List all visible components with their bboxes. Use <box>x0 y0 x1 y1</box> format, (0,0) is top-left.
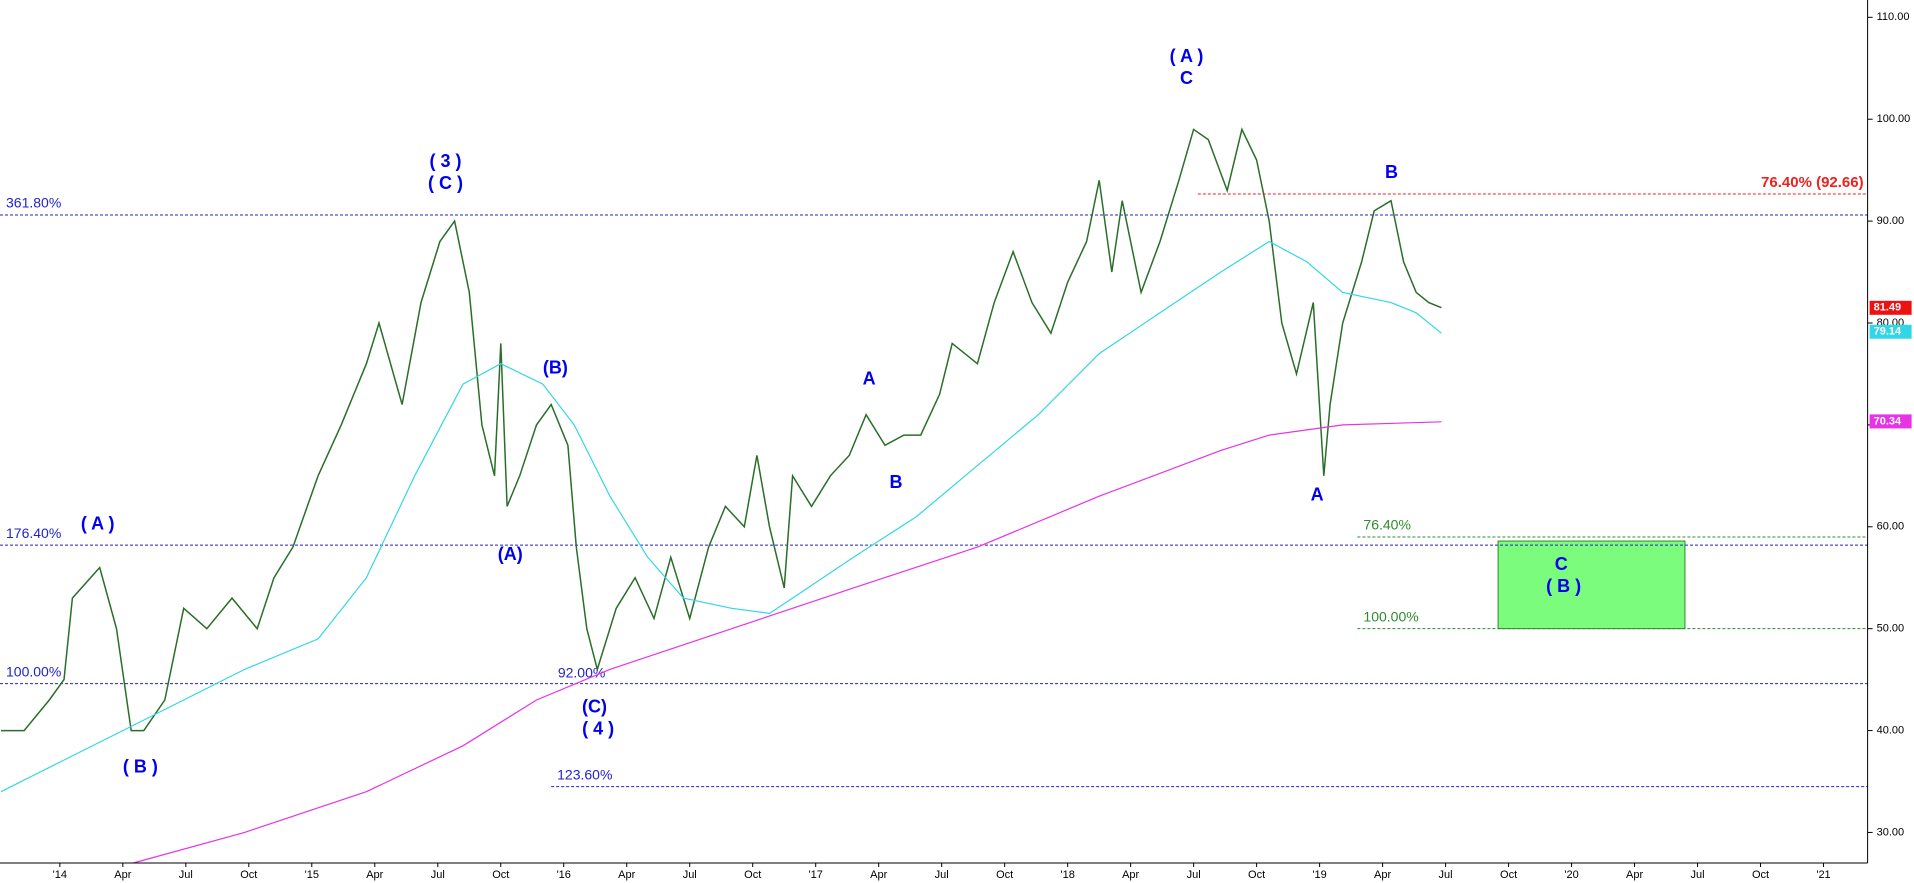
price-tag-label: 79.14 <box>1874 326 1902 338</box>
x-tick-label: Jul <box>179 869 193 881</box>
x-tick-label: Apr <box>1122 869 1139 881</box>
x-tick-label: Oct <box>492 869 509 881</box>
x-tick-label: '19 <box>1312 869 1326 881</box>
x-tick-label: '14 <box>53 869 67 881</box>
y-tick-label: 90.00 <box>1877 215 1905 227</box>
x-tick-label: Oct <box>1248 869 1265 881</box>
price-tag-label: 81.49 <box>1874 302 1902 314</box>
x-tick-label: Apr <box>114 869 131 881</box>
wave-label: (A) <box>498 544 523 564</box>
y-tick-label: 110.00 <box>1877 11 1910 23</box>
wave-label: ( B ) <box>123 757 158 777</box>
x-tick-label: Jul <box>1439 869 1453 881</box>
x-tick-label: Jul <box>1187 869 1201 881</box>
y-tick-label: 40.00 <box>1877 724 1905 736</box>
x-tick-label: Apr <box>870 869 887 881</box>
x-tick-label: Oct <box>240 869 257 881</box>
wave-label: C <box>1180 68 1193 88</box>
y-tick-label: 30.00 <box>1877 826 1905 838</box>
wave-label: ( 4 ) <box>582 719 614 739</box>
wave-label: ( A ) <box>81 514 115 534</box>
x-tick-label: Oct <box>996 869 1013 881</box>
wave-label: (B) <box>543 357 568 377</box>
fib-label: 100.00% <box>6 663 61 679</box>
price-tag <box>1869 300 1912 315</box>
x-tick-label: Oct <box>1752 869 1769 881</box>
wave-label: A <box>1311 484 1324 504</box>
wave-label: ( B ) <box>1546 576 1581 596</box>
x-tick-label: Jul <box>935 869 949 881</box>
x-tick-label: Apr <box>1626 869 1643 881</box>
target-zone <box>1497 540 1686 630</box>
fib-label: 176.40% <box>6 525 61 541</box>
wave-label: (C) <box>582 697 607 717</box>
y-tick-label: 100.00 <box>1877 113 1911 125</box>
wave-label: C <box>1555 554 1568 574</box>
moving-average <box>0 240 1442 793</box>
x-tick-label: '16 <box>557 869 571 881</box>
wave-label: B <box>889 472 902 492</box>
x-tick-label: Jul <box>683 869 697 881</box>
x-tick-label: Apr <box>366 869 383 881</box>
price-tag <box>1869 414 1912 429</box>
price-tag <box>1869 324 1912 339</box>
fib-label: 361.80% <box>6 195 61 211</box>
fib-label: 123.60% <box>557 766 612 782</box>
price-line <box>1 127 1442 732</box>
fib-label: 76.40% <box>1363 517 1410 533</box>
x-tick-label: '20 <box>1564 869 1578 881</box>
wave-label: ( 3 ) <box>430 151 462 171</box>
wave-label: B <box>1385 162 1398 182</box>
x-tick-label: Oct <box>1500 869 1517 881</box>
x-tick-label: Apr <box>1374 869 1391 881</box>
x-tick-label: '15 <box>305 869 319 881</box>
wave-label: ( C ) <box>428 173 463 193</box>
fib-label: 100.00% <box>1363 608 1418 624</box>
x-tick-label: Jul <box>1691 869 1705 881</box>
y-tick-label: 50.00 <box>1877 623 1905 635</box>
wave-label: A <box>863 368 876 388</box>
x-tick-label: Jul <box>431 869 445 881</box>
x-tick-label: '21 <box>1816 869 1830 881</box>
wave-label: ( A ) <box>1170 46 1204 66</box>
x-tick-label: '18 <box>1060 869 1074 881</box>
price-tag-label: 70.34 <box>1874 415 1902 427</box>
fib-label: 76.40% (92.66) <box>1761 174 1864 191</box>
x-tick-label: Apr <box>618 869 635 881</box>
moving-average <box>133 421 1442 864</box>
x-tick-label: '17 <box>809 869 823 881</box>
x-tick-label: Oct <box>744 869 761 881</box>
y-tick-label: 60.00 <box>1877 521 1905 533</box>
